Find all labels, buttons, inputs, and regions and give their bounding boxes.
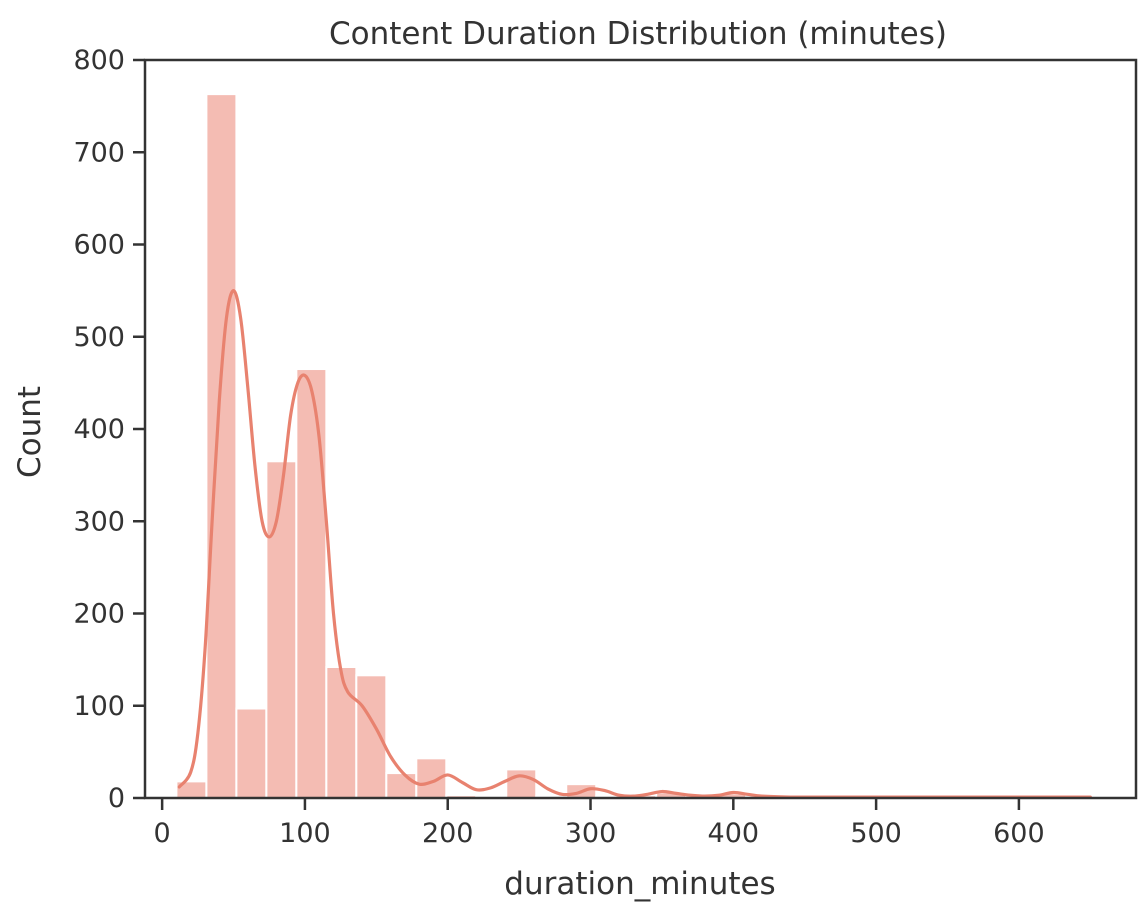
histogram-bar (205, 93, 238, 799)
x-tick-label: 500 (850, 818, 902, 849)
histogram-bars (175, 93, 1108, 800)
x-tick-label: 0 (154, 818, 171, 849)
histogram-bar (385, 772, 418, 800)
y-tick-label: 800 (73, 45, 125, 76)
y-tick-label: 600 (73, 230, 125, 261)
x-tick-label: 200 (422, 818, 474, 849)
y-tick-label: 100 (73, 691, 125, 722)
y-tick-label: 500 (73, 322, 125, 353)
histogram-bar (235, 707, 268, 800)
y-tick-label: 700 (73, 137, 125, 168)
y-tick-label: 200 (73, 599, 125, 630)
y-tick-label: 0 (108, 783, 125, 814)
x-tick-label: 300 (565, 818, 617, 849)
x-tick-label: 400 (708, 818, 760, 849)
y-tick-label: 300 (73, 506, 125, 537)
x-axis-label: duration_minutes (504, 866, 775, 902)
chart-title: Content Duration Distribution (minutes) (329, 16, 947, 52)
x-tick-label: 100 (279, 818, 331, 849)
y-axis-ticks: 0 100 200 300 400 500 600 700 800 (73, 45, 145, 814)
histogram-bar (295, 368, 328, 799)
histogram-bar (505, 768, 538, 800)
histogram-bar (325, 666, 358, 799)
kde-curve (177, 289, 1092, 799)
x-tick-label: 600 (993, 818, 1045, 849)
y-tick-label: 400 (73, 414, 125, 445)
y-axis-label: Count (12, 386, 48, 478)
x-axis-ticks: 0 100 200 300 400 500 600 (154, 798, 1045, 849)
histogram-bar (265, 460, 298, 799)
